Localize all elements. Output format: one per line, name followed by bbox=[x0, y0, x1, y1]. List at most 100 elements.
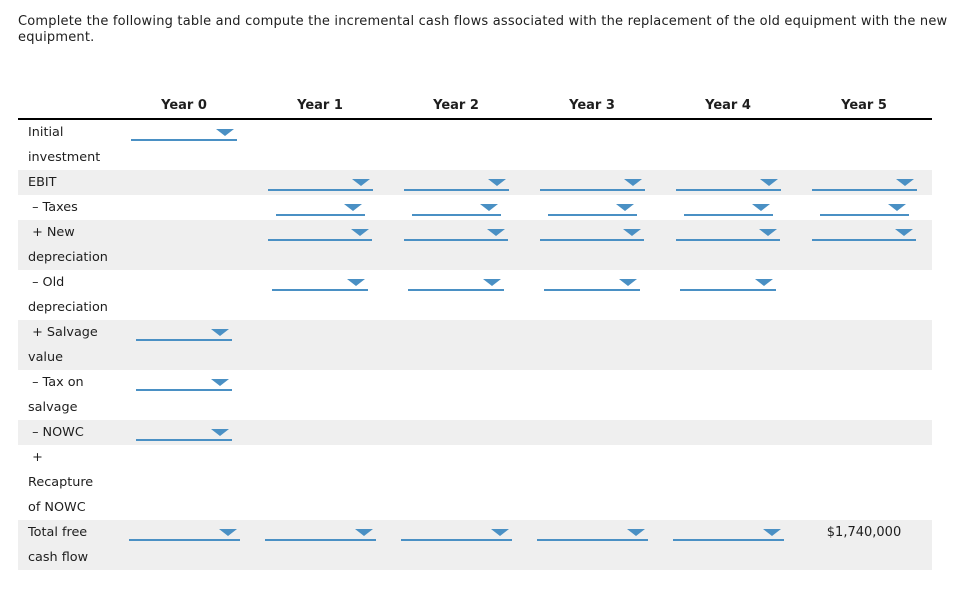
cell-old-depreciation-year2 bbox=[388, 270, 524, 320]
answer-dropdown[interactable] bbox=[408, 272, 504, 291]
dropdown-arrow-icon bbox=[895, 179, 914, 186]
cell-taxes-year0 bbox=[116, 195, 252, 220]
answer-dropdown[interactable] bbox=[540, 222, 644, 241]
row-label-nowc: – NOWC bbox=[18, 420, 116, 445]
row-label-line: EBIT bbox=[28, 175, 57, 190]
row-label-initial-investment: Initial investment bbox=[18, 120, 116, 170]
dropdown-arrow-icon bbox=[343, 204, 362, 211]
cell-nowc-year4 bbox=[660, 420, 796, 445]
row-label-salvage-value: + Salvage value bbox=[18, 320, 116, 370]
table-row-initial-investment: Initial investment bbox=[18, 120, 932, 170]
dropdown-arrow-icon bbox=[483, 279, 501, 286]
row-label-tax-on-salvage: – Tax on salvage bbox=[18, 370, 116, 420]
cell-old-depreciation-year0 bbox=[116, 270, 252, 320]
answer-dropdown[interactable] bbox=[400, 522, 512, 541]
dropdown-arrow-icon bbox=[487, 179, 506, 186]
cell-ebit-year2 bbox=[388, 170, 524, 195]
dropdown-arrow-icon bbox=[759, 179, 778, 186]
cell-recapture-of-nowc-year1 bbox=[252, 445, 388, 520]
answer-dropdown[interactable] bbox=[272, 272, 368, 291]
cell-nowc-year2 bbox=[388, 420, 524, 445]
row-label-line: + Salvage bbox=[28, 325, 98, 340]
cell-tax-on-salvage-year3 bbox=[524, 370, 660, 420]
cell-nowc-year1 bbox=[252, 420, 388, 445]
dropdown-arrow-icon bbox=[623, 179, 642, 186]
answer-dropdown[interactable] bbox=[136, 322, 232, 341]
cell-salvage-value-year3 bbox=[524, 320, 660, 370]
instruction-text: Complete the following table and compute… bbox=[18, 14, 948, 45]
cash-flow-table: Year 0 Year 1 Year 2 Year 3 Year 4 Year 5 Ini… bbox=[18, 94, 932, 570]
answer-dropdown[interactable] bbox=[268, 222, 372, 241]
cell-tax-on-salvage-year5 bbox=[796, 370, 932, 420]
cell-recapture-of-nowc-year5 bbox=[796, 445, 932, 520]
cell-ebit-year0 bbox=[116, 170, 252, 195]
cell-tax-on-salvage-year2 bbox=[388, 370, 524, 420]
cell-new-depreciation-year4 bbox=[660, 220, 796, 270]
dropdown-arrow-icon bbox=[755, 279, 773, 286]
dropdown-arrow-icon bbox=[351, 229, 369, 236]
row-label-line: – Tax on bbox=[28, 375, 84, 390]
row-label-line: depreciation bbox=[28, 300, 108, 315]
cell-new-depreciation-year1 bbox=[252, 220, 388, 270]
dropdown-arrow-icon bbox=[479, 204, 498, 211]
answer-dropdown[interactable] bbox=[683, 197, 773, 216]
row-label-line: Total free bbox=[28, 525, 88, 540]
answer-dropdown[interactable] bbox=[131, 122, 237, 141]
cell-recapture-of-nowc-year3 bbox=[524, 445, 660, 520]
cell-taxes-year2 bbox=[388, 195, 524, 220]
row-label-recapture-of-nowc: + Recapture of NOWC bbox=[18, 445, 116, 520]
table-row-new-depreciation: + New depreciation bbox=[18, 220, 932, 270]
answer-dropdown[interactable] bbox=[136, 372, 232, 391]
cell-salvage-value-year4 bbox=[660, 320, 796, 370]
row-label-line: depreciation bbox=[28, 250, 108, 265]
answer-dropdown[interactable] bbox=[403, 172, 509, 191]
cell-old-depreciation-year4 bbox=[660, 270, 796, 320]
answer-dropdown[interactable] bbox=[672, 522, 784, 541]
answer-dropdown[interactable] bbox=[275, 197, 365, 216]
header-spacer bbox=[18, 94, 116, 118]
dropdown-arrow-icon bbox=[623, 229, 641, 236]
answer-dropdown[interactable] bbox=[267, 172, 373, 191]
row-label-taxes: – Taxes bbox=[18, 195, 116, 220]
cell-salvage-value-year2 bbox=[388, 320, 524, 370]
answer-dropdown[interactable] bbox=[128, 522, 240, 541]
dropdown-arrow-icon bbox=[487, 229, 505, 236]
answer-dropdown[interactable] bbox=[680, 272, 776, 291]
answer-dropdown[interactable] bbox=[811, 172, 917, 191]
dropdown-arrow-icon bbox=[211, 429, 229, 436]
cell-ebit-year3 bbox=[524, 170, 660, 195]
answer-dropdown[interactable] bbox=[544, 272, 640, 291]
cell-new-depreciation-year5 bbox=[796, 220, 932, 270]
cell-recapture-of-nowc-year0 bbox=[116, 445, 252, 520]
answer-dropdown[interactable] bbox=[536, 522, 648, 541]
dropdown-arrow-icon bbox=[615, 204, 634, 211]
cell-initial-investment-year5 bbox=[796, 120, 932, 170]
answer-dropdown[interactable] bbox=[539, 172, 645, 191]
cell-recapture-of-nowc-year2 bbox=[388, 445, 524, 520]
dropdown-arrow-icon bbox=[759, 229, 777, 236]
table-row-old-depreciation: – Old depreciation bbox=[18, 270, 932, 320]
dropdown-arrow-icon bbox=[354, 529, 373, 536]
answer-dropdown[interactable] bbox=[411, 197, 501, 216]
answer-dropdown[interactable] bbox=[675, 172, 781, 191]
row-label-ebit: EBIT bbox=[18, 170, 116, 195]
dropdown-arrow-icon bbox=[751, 204, 770, 211]
answer-dropdown[interactable] bbox=[264, 522, 376, 541]
table-row-recapture-of-nowc: + Recapture of NOWC bbox=[18, 445, 932, 520]
cell-nowc-year3 bbox=[524, 420, 660, 445]
table-row-taxes: – Taxes bbox=[18, 195, 932, 220]
answer-dropdown[interactable] bbox=[136, 422, 232, 441]
row-label-line: salvage bbox=[28, 400, 78, 415]
cell-initial-investment-year2 bbox=[388, 120, 524, 170]
answer-dropdown[interactable] bbox=[676, 222, 780, 241]
answer-dropdown[interactable] bbox=[404, 222, 508, 241]
answer-dropdown[interactable] bbox=[812, 222, 916, 241]
cell-salvage-value-year5 bbox=[796, 320, 932, 370]
column-header-year-1: Year 1 bbox=[297, 98, 343, 113]
dropdown-arrow-icon bbox=[216, 129, 234, 136]
answer-dropdown[interactable] bbox=[819, 197, 909, 216]
cell-total-free-cash-flow-year4 bbox=[660, 520, 796, 570]
row-label-line: – NOWC bbox=[28, 425, 84, 440]
answer-dropdown[interactable] bbox=[547, 197, 637, 216]
row-label-line: – Taxes bbox=[28, 200, 78, 215]
